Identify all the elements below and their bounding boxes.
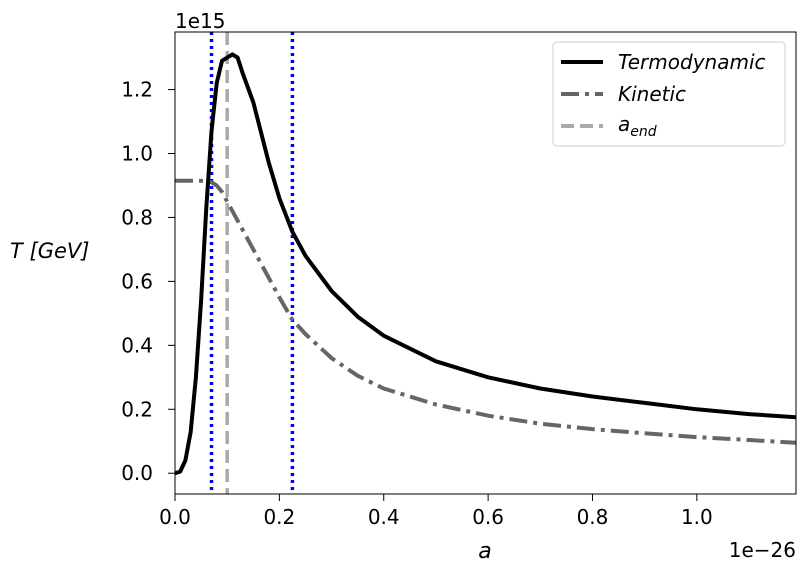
legend-label-termodynamic: Termodynamic	[618, 50, 766, 74]
series-line-kinetic	[175, 178, 796, 445]
y-tick-label: 1.2	[121, 78, 153, 102]
legend-label-a-end: aend	[618, 112, 657, 140]
y-tick-label: 0.4	[121, 333, 153, 357]
x-tick-label: 0.2	[263, 505, 295, 529]
axes-frame	[174, 31, 797, 495]
y-tick-label: 0.6	[121, 269, 153, 293]
series-layer	[175, 52, 796, 476]
legend: Termodynamic Kinetic aend	[552, 41, 786, 147]
y-tick-label: 1.0	[121, 141, 153, 165]
x-axis-ticks: 0.0 0.2 0.4 0.6 0.8 1.0	[159, 494, 713, 529]
plot-area	[175, 32, 796, 494]
series-line-termodynamic	[175, 52, 796, 476]
y-axis-label: T [GeV]	[10, 239, 89, 263]
y-tick-label: 0.0	[121, 461, 153, 485]
legend-label-a-end-base: a	[618, 112, 630, 136]
x-offset-text: 1e−26	[729, 538, 796, 562]
x-axis-label: a	[478, 539, 491, 564]
x-tick-label: 1.0	[681, 505, 713, 529]
x-tick-label: 0.4	[368, 505, 400, 529]
vertical-reference-lines	[209, 32, 295, 494]
y-axis-ticks: 0.0 0.2 0.4 0.6 0.8 1.0 1.2	[121, 78, 175, 485]
legend-label-a-end-subscript: end	[630, 124, 656, 140]
x-tick-label: 0.0	[159, 505, 191, 529]
y-tick-label: 0.8	[121, 205, 153, 229]
y-offset-text: 1e15	[175, 9, 225, 33]
y-tick-label: 0.2	[121, 397, 153, 421]
x-tick-label: 0.8	[577, 505, 609, 529]
legend-box	[552, 41, 786, 147]
x-tick-label: 0.6	[472, 505, 504, 529]
legend-label-kinetic: Kinetic	[618, 82, 686, 106]
